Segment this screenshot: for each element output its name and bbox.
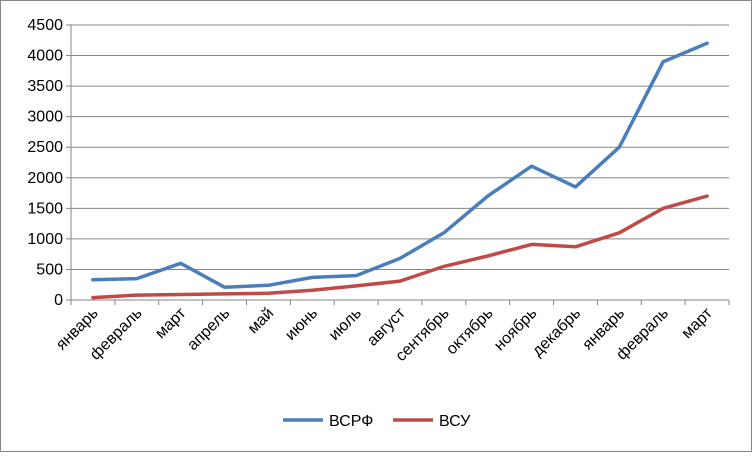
x-tick-label: март [679, 304, 717, 342]
series-lines [91, 41, 709, 300]
y-tick-label: 3500 [27, 78, 63, 95]
legend-label: ВСРФ [329, 413, 373, 430]
y-tick-label: 2500 [27, 139, 63, 156]
y-tick-label: 3000 [27, 109, 63, 126]
x-tick-label: декабрь [529, 305, 584, 360]
grid-lines [71, 24, 729, 270]
x-tick-label: октябрь [443, 305, 496, 358]
y-tick-label: 1500 [27, 200, 63, 217]
y-tick-label: 2000 [27, 170, 63, 187]
series-line [91, 41, 709, 289]
x-tick-label: май [245, 305, 277, 337]
legend: ВСРФ ВСУ [283, 413, 471, 430]
legend-label: ВСУ [439, 413, 471, 430]
y-tick-labels: 0 500 1000 1500 2000 2500 3000 3500 4000 4500 [27, 17, 63, 309]
x-tick-label: июль [326, 305, 365, 344]
y-tick-label: 4000 [27, 48, 63, 65]
y-tick-label: 4500 [27, 17, 63, 34]
y-tick-label: 1000 [27, 231, 63, 248]
x-tick-label: март [152, 304, 190, 342]
axes [66, 24, 730, 305]
y-tick-label: 500 [36, 261, 63, 278]
y-tick-label: 0 [54, 292, 63, 309]
series-line [91, 194, 709, 300]
x-tick-label: апрель [184, 305, 233, 354]
x-tick-label: июнь [282, 305, 321, 344]
